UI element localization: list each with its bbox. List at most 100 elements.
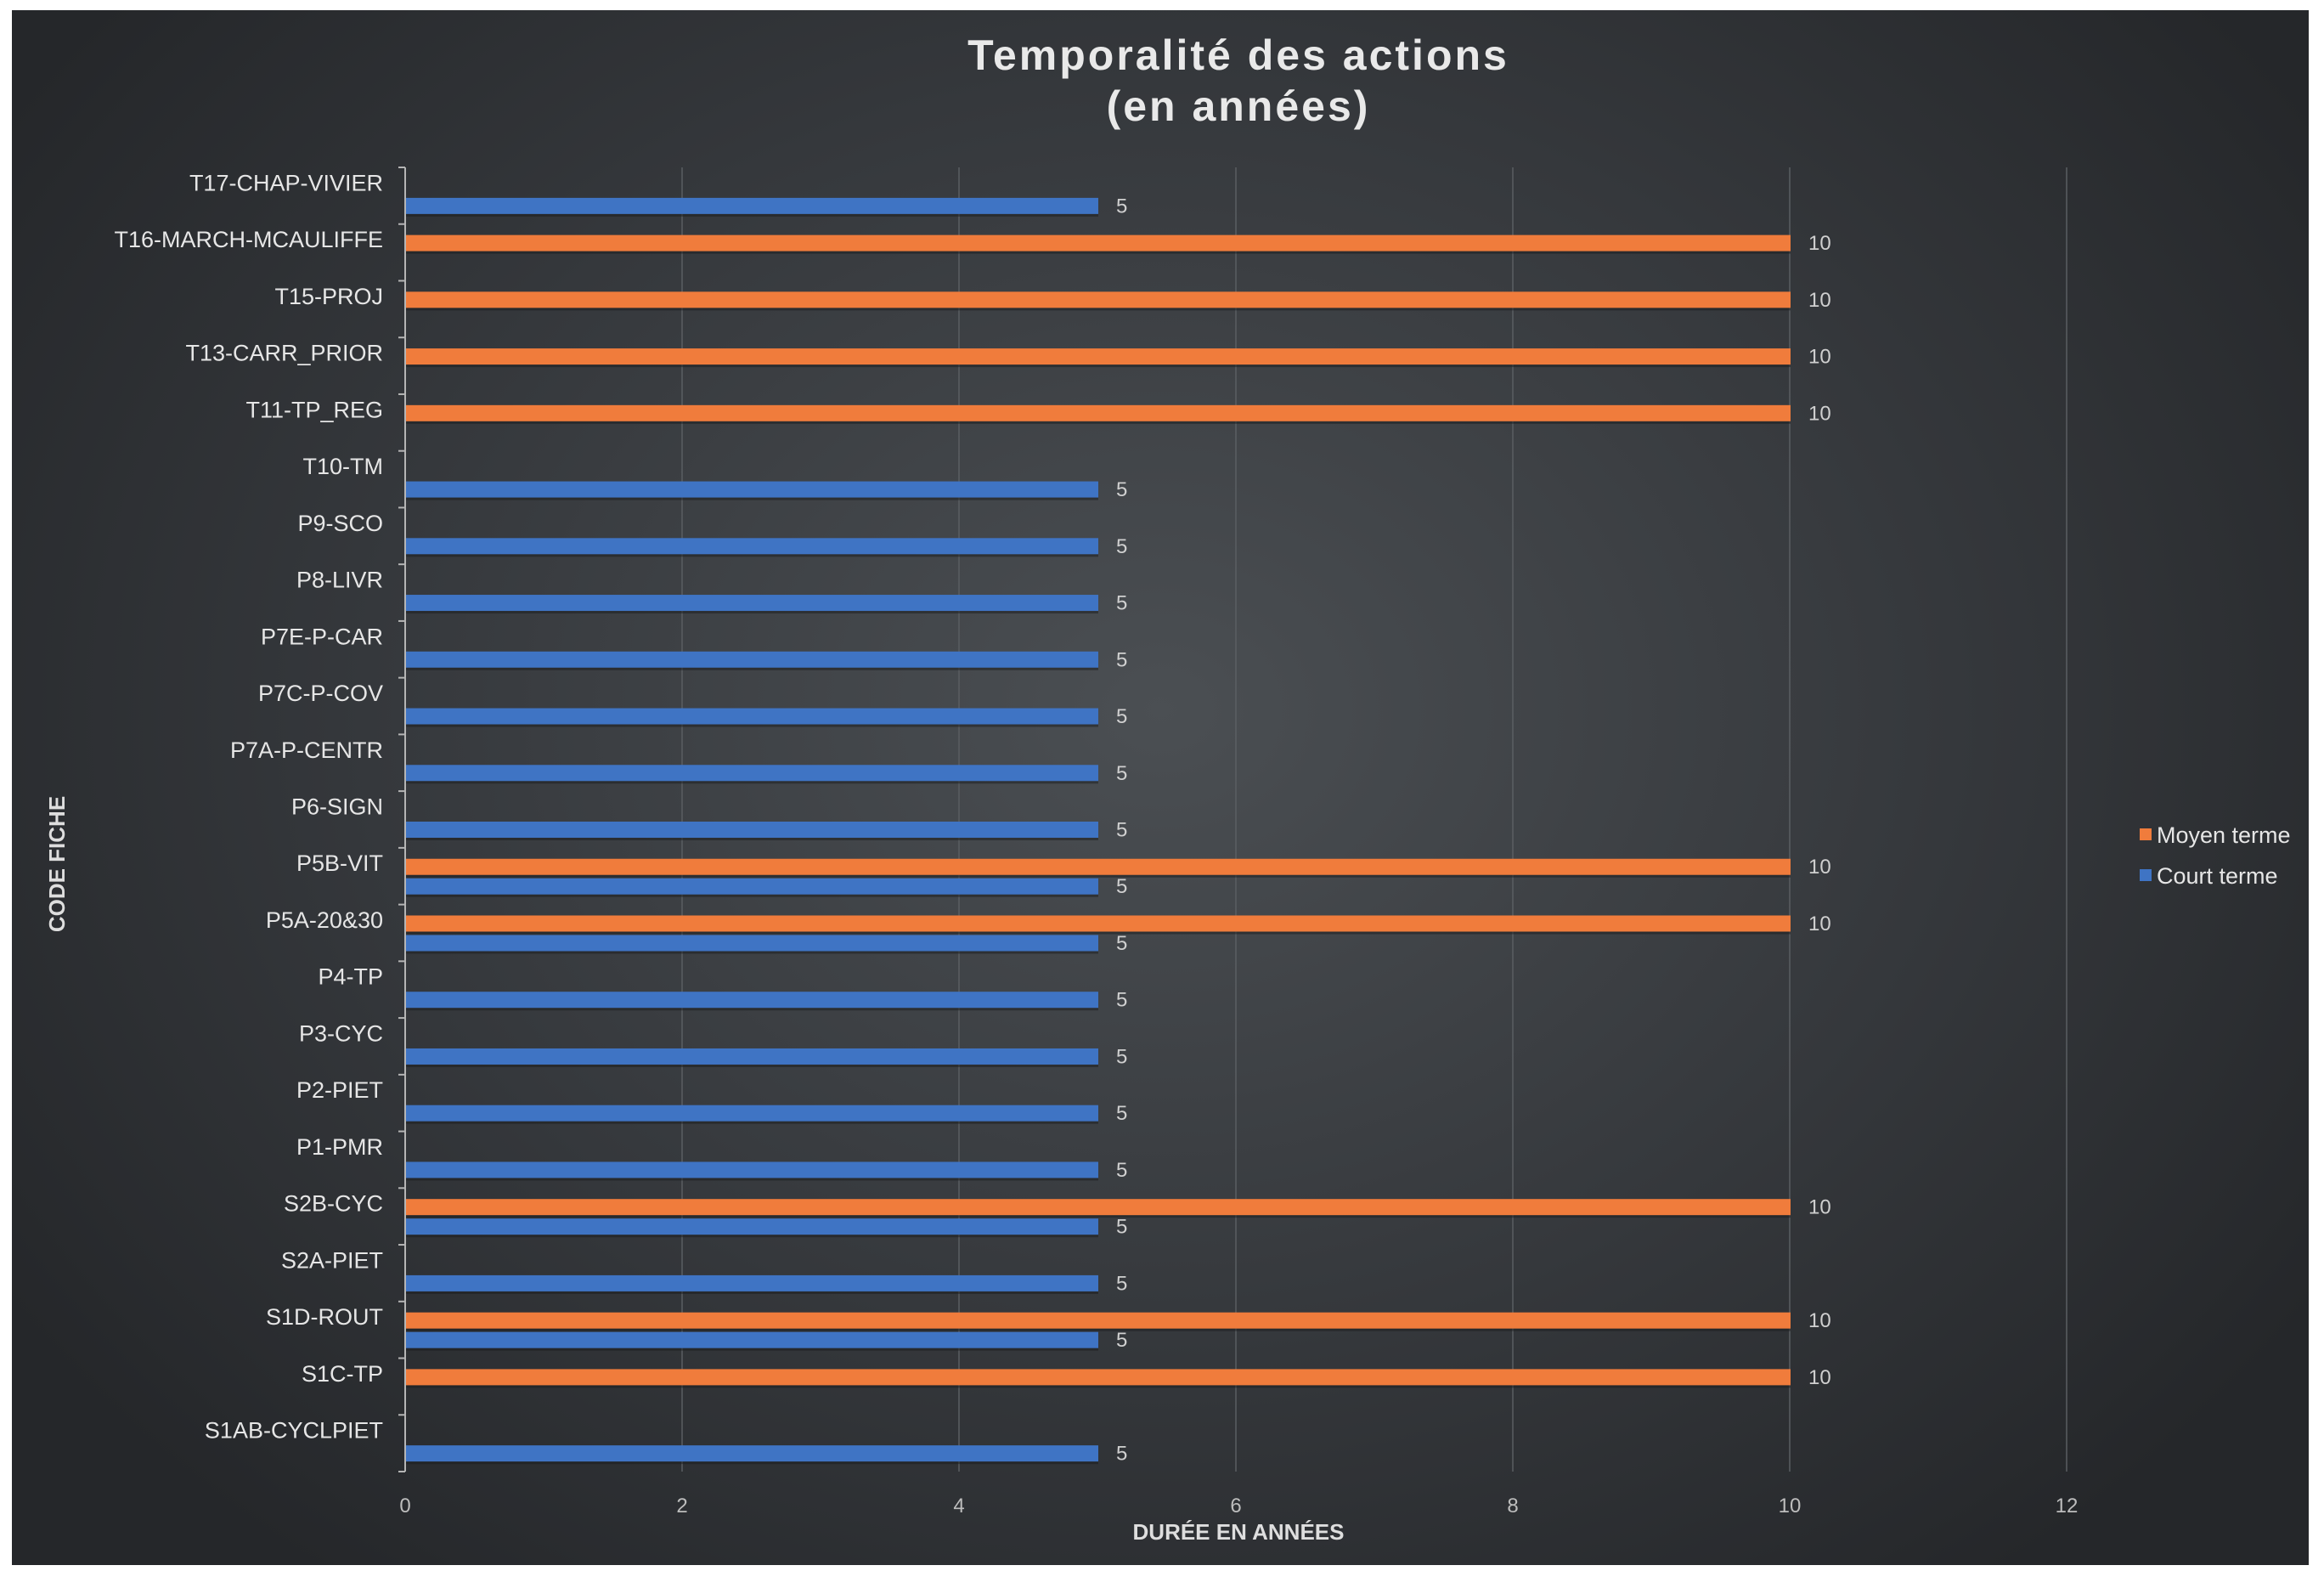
category-label: P7E-P-CAR	[261, 624, 383, 649]
category-label: T13-CARR_PRIOR	[185, 341, 383, 366]
data-label-court-terme: 5	[1116, 1272, 1127, 1295]
x-axis-title: DURÉE EN ANNÉES	[1133, 1519, 1345, 1545]
category-label: P4-TP	[318, 964, 383, 990]
x-tick-label: 6	[1230, 1495, 1241, 1517]
data-label-moyen-terme: 10	[1808, 856, 1831, 879]
category-label: S2B-CYC	[284, 1191, 383, 1217]
data-label-moyen-terme: 10	[1808, 346, 1831, 369]
data-label-moyen-terme: 10	[1808, 402, 1831, 425]
y-axis-title: CODE FICHE	[44, 796, 70, 932]
category-label: P1-PMR	[296, 1134, 383, 1160]
category-label: T15-PROJ	[274, 284, 383, 309]
data-label-court-terme: 5	[1116, 1045, 1127, 1068]
bar-moyen-terme	[406, 915, 1791, 932]
category-label: P2-PIET	[296, 1077, 383, 1103]
bar-court-terme	[406, 1218, 1098, 1235]
category-label: T10-TM	[303, 454, 384, 479]
bar-court-terme	[406, 822, 1098, 838]
bar-court-terme	[406, 595, 1098, 612]
legend-label: Court terme	[2157, 863, 2278, 889]
bar-moyen-terme	[406, 235, 1791, 251]
bar-court-terme	[406, 992, 1098, 1009]
data-label-court-terme: 5	[1116, 1329, 1127, 1352]
data-label-court-terme: 5	[1116, 1443, 1127, 1466]
x-tick-label: 8	[1507, 1495, 1518, 1517]
data-label-court-terme: 5	[1116, 1216, 1127, 1239]
category-label: P9-SCO	[297, 511, 383, 536]
chart-subtitle: (en années)	[1107, 82, 1371, 130]
data-label-court-terme: 5	[1116, 1102, 1127, 1125]
data-label-court-terme: 5	[1116, 648, 1127, 671]
legend-swatch	[2140, 828, 2152, 840]
bar-court-terme	[406, 1161, 1098, 1178]
y-axis	[398, 167, 406, 1472]
legend: Moyen terme Court terme	[2140, 822, 2291, 889]
bar-court-terme	[406, 538, 1098, 555]
category-label: T11-TP_REG	[245, 397, 383, 422]
data-label-court-terme: 5	[1116, 875, 1127, 898]
x-tick-label: 2	[676, 1495, 687, 1517]
category-label: S1AB-CYCLPIET	[205, 1418, 383, 1444]
legend-swatch	[2140, 869, 2152, 881]
data-label-court-terme: 5	[1116, 1159, 1127, 1182]
category-label: S2A-PIET	[281, 1247, 383, 1273]
bar-court-terme	[406, 765, 1098, 782]
category-label: P6-SIGN	[291, 794, 383, 820]
data-labels: 5 10 10 10 10 5 5 5 5 5 5 5 10 5 10 5 5 5 5 5 10 5 5 10 5 10 5	[1116, 195, 1831, 1465]
category-label: P3-CYC	[299, 1020, 383, 1046]
x-tick-label: 4	[953, 1495, 964, 1517]
category-labels: T17-CHAP-VIVIER T16-MARCH-MCAULIFFE T15-PR…	[114, 170, 383, 1443]
data-label-court-terme: 5	[1116, 762, 1127, 785]
bar-court-terme	[406, 481, 1098, 498]
data-label-court-terme: 5	[1116, 592, 1127, 615]
category-label: S1D-ROUT	[266, 1304, 383, 1330]
category-label: P7C-P-COV	[258, 681, 383, 706]
chart-area: Temporalité des actions (en années) T17-…	[12, 10, 2309, 1565]
bar-court-terme	[406, 1274, 1098, 1291]
x-axis-ticks: 0 2 4 6 8 10 12	[399, 1495, 2078, 1517]
category-label: P7A-P-CENTR	[230, 737, 383, 763]
category-label: T17-CHAP-VIVIER	[189, 170, 383, 195]
bar-court-terme	[406, 935, 1098, 952]
x-tick-label: 12	[2056, 1495, 2079, 1517]
bar-moyen-terme	[406, 858, 1791, 875]
bar-court-terme	[406, 1105, 1098, 1122]
bar-moyen-terme	[406, 348, 1791, 365]
gridlines	[681, 167, 2067, 1472]
bar-moyen-terme	[406, 1369, 1791, 1386]
x-tick-label: 0	[399, 1495, 410, 1517]
bar-chart: Temporalité des actions (en années) T17-…	[44, 31, 2291, 1545]
data-label-court-terme: 5	[1116, 478, 1127, 501]
bar-court-terme	[406, 1331, 1098, 1348]
bar-moyen-terme	[406, 291, 1791, 308]
chart-title: Temporalité des actions	[967, 31, 1509, 79]
bar-court-terme	[406, 878, 1098, 895]
category-label: P5B-VIT	[296, 850, 383, 876]
data-label-court-terme: 5	[1116, 932, 1127, 955]
data-label-court-terme: 5	[1116, 195, 1127, 218]
data-label-court-terme: 5	[1116, 705, 1127, 728]
data-label-moyen-terme: 10	[1808, 289, 1831, 312]
bar-court-terme	[406, 197, 1098, 214]
bar-court-terme	[406, 1445, 1098, 1462]
data-label-moyen-terme: 10	[1808, 1309, 1831, 1332]
category-label: P8-LIVR	[296, 568, 383, 593]
bars	[406, 197, 1791, 1465]
bar-court-terme	[406, 1048, 1098, 1065]
bar-moyen-terme	[406, 1199, 1791, 1216]
bar-court-terme	[406, 651, 1098, 668]
bar-moyen-terme	[406, 404, 1791, 421]
data-label-court-terme: 5	[1116, 819, 1127, 842]
legend-label: Moyen terme	[2157, 822, 2291, 848]
bar-court-terme	[406, 708, 1098, 725]
category-label: P5A-20&30	[266, 907, 383, 933]
category-label: T16-MARCH-MCAULIFFE	[114, 227, 383, 252]
data-label-moyen-terme: 10	[1808, 1196, 1831, 1219]
data-label-moyen-terme: 10	[1808, 913, 1831, 935]
bar-moyen-terme	[406, 1312, 1791, 1329]
x-tick-label: 10	[1779, 1495, 1802, 1517]
data-label-court-terme: 5	[1116, 989, 1127, 1012]
data-label-moyen-terme: 10	[1808, 1366, 1831, 1389]
data-label-court-terme: 5	[1116, 535, 1127, 558]
data-label-moyen-terme: 10	[1808, 232, 1831, 255]
